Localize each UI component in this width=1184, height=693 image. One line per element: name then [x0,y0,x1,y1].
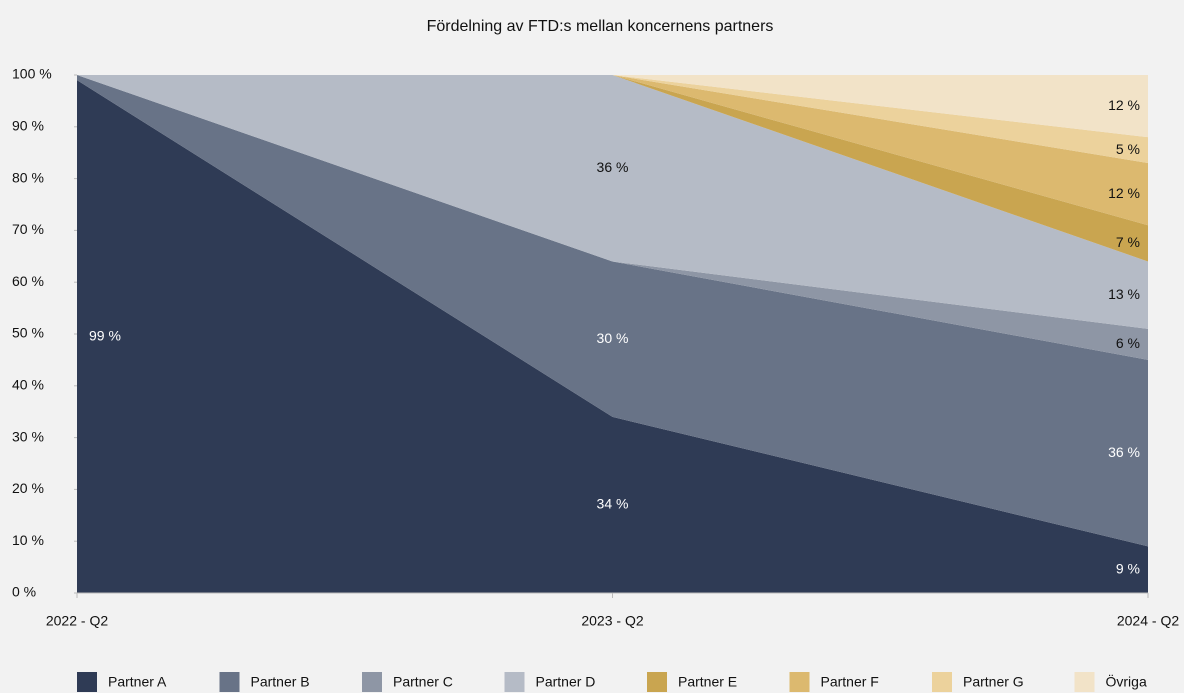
legend-swatch [362,672,382,692]
data-label: 6 % [1116,335,1140,351]
y-tick-label: 70 % [12,221,44,237]
legend-swatch [932,672,952,692]
legend-label: Partner E [678,674,737,690]
legend-label: Partner F [821,674,879,690]
legend-label: Partner C [393,674,453,690]
area [77,75,1148,164]
chart-title: Fördelning av FTD:s mellan koncernens pa… [427,18,774,35]
area [77,80,1148,594]
legend-label: Övriga [1106,673,1147,690]
y-tick-label: 100 % [12,66,52,82]
legend-swatch [77,672,97,692]
data-label: 34 % [597,496,629,512]
legend-label: Partner B [251,674,310,690]
y-tick-label: 40 % [12,377,44,393]
x-tick-label: 2024 - Q2 [1117,613,1179,629]
y-tick-label: 90 % [12,118,44,134]
y-tick-label: 0 % [12,584,36,600]
y-tick-label: 60 % [12,273,44,289]
area [77,75,1148,262]
legend-swatch [647,672,667,692]
data-label: 30 % [597,330,629,346]
legend-swatch [219,672,240,692]
area [77,75,1148,329]
area [77,75,1148,547]
x-tick-label: 2023 - Q2 [581,613,643,629]
y-tick-label: 30 % [12,428,44,444]
data-label: 99 % [89,327,121,343]
legend-label: Partner G [963,674,1024,690]
data-label: 12 % [1108,185,1140,201]
y-tick-label: 20 % [12,480,44,496]
x-tick-label: 2022 - Q2 [46,613,108,629]
legend-swatch [1074,672,1095,692]
area [77,75,1148,138]
area [77,75,1148,226]
area [77,75,1148,360]
data-label: 12 % [1108,97,1140,113]
data-label: 36 % [597,159,629,175]
legend-swatch [504,672,525,692]
data-label: 5 % [1116,141,1140,157]
legend-label: Partner D [536,674,596,690]
data-label: 13 % [1108,286,1140,302]
legend-swatch [789,672,810,692]
y-tick-label: 50 % [12,325,44,341]
y-tick-label: 80 % [12,169,44,185]
data-label: 7 % [1116,234,1140,250]
data-label: 9 % [1116,560,1140,576]
legend-label: Partner A [108,674,167,690]
y-tick-label: 10 % [12,532,44,548]
data-label: 36 % [1108,444,1140,460]
